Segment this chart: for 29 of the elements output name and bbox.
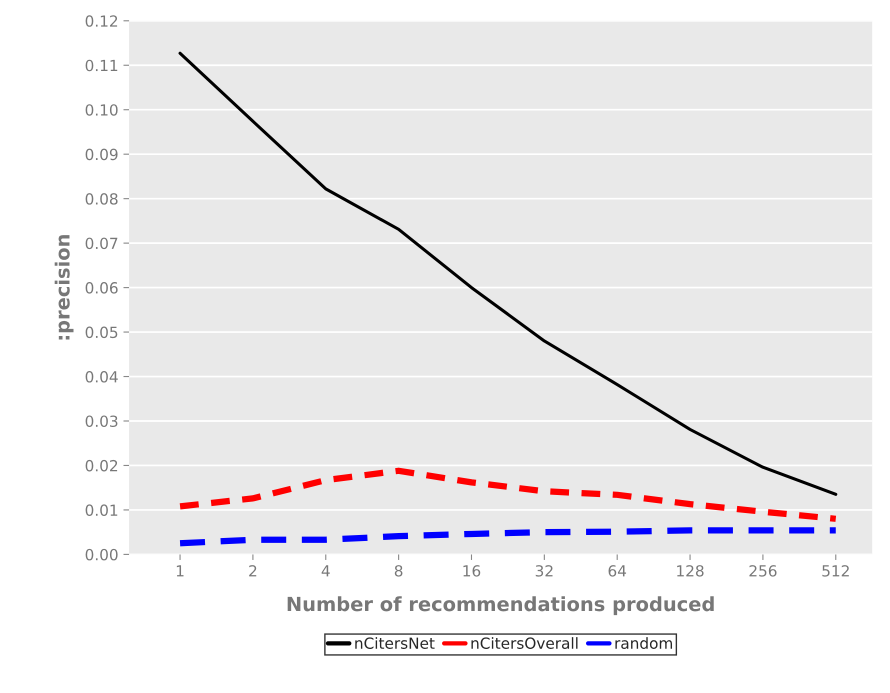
x-tick-label: 128: [677, 565, 704, 577]
x-tick-label: 512: [822, 565, 849, 577]
line-series: [178, 52, 838, 496]
x-tick-label: 32: [536, 565, 553, 577]
y-tick-label: 0.07: [86, 238, 118, 250]
legend-label: nCitersNet: [355, 637, 435, 649]
x-tick-label: 4: [322, 565, 330, 576]
y-tick-label: 0.08: [86, 193, 118, 205]
x-tick-label: 8: [394, 565, 402, 577]
y-tick-label: 0.03: [86, 415, 118, 428]
y-tick-label: 0.00: [86, 548, 118, 560]
legend-label: nCitersOverall: [471, 637, 578, 649]
x-tick-label: 64: [608, 565, 626, 577]
y-tick-label: 0.05: [86, 326, 118, 338]
x-axis-title: Number of recommendations produced: [288, 596, 714, 616]
y-tick-label: 0.02: [86, 460, 118, 472]
y-tick-label: 0.01: [86, 504, 118, 516]
x-tick-label: 1: [176, 565, 184, 576]
y-tick-label: 0.12: [86, 15, 118, 27]
y-tick-label: 0.04: [86, 370, 118, 383]
y-tick-label: 0.06: [86, 282, 118, 294]
legend-label: random: [615, 637, 672, 649]
y-axis-title: :precision: [54, 235, 74, 340]
x-tick-label: 2: [249, 565, 256, 576]
y-tick-label: 0.11: [86, 60, 118, 72]
x-tick-label: 16: [463, 565, 480, 577]
y-tick-label: 0.10: [86, 104, 118, 116]
y-tick-label: 0.09: [86, 148, 118, 160]
x-tick-label: 256: [749, 565, 777, 577]
